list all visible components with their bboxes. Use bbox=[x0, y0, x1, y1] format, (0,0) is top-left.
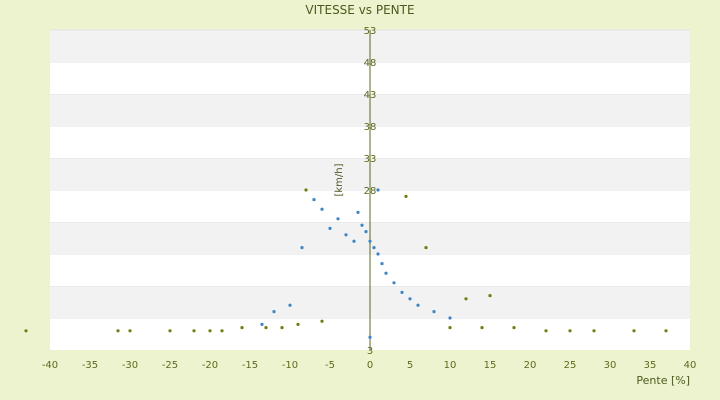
scatter-point bbox=[448, 326, 452, 330]
scatter-point bbox=[356, 210, 360, 214]
scatter-point bbox=[260, 322, 264, 326]
chart-title: VITESSE vs PENTE bbox=[305, 3, 415, 17]
x-tick-label: -35 bbox=[82, 360, 98, 371]
scatter-point bbox=[480, 326, 484, 330]
scatter-point bbox=[416, 303, 420, 307]
scatter-point bbox=[272, 310, 276, 314]
y-tick-label: 43 bbox=[364, 90, 377, 101]
scatter-point bbox=[408, 297, 412, 301]
scatter-point bbox=[328, 226, 332, 230]
scatter-point bbox=[300, 246, 304, 250]
x-tick-label: 5 bbox=[407, 360, 413, 371]
scatter-point bbox=[128, 329, 132, 333]
x-tick-label: -10 bbox=[282, 360, 298, 371]
x-axis-label: Pente [%] bbox=[636, 374, 690, 387]
scatter-point bbox=[320, 319, 324, 323]
scatter-point bbox=[376, 252, 380, 256]
x-tick-label: 15 bbox=[484, 360, 497, 371]
x-tick-label: -5 bbox=[325, 360, 335, 371]
scatter-point bbox=[404, 194, 408, 198]
scatter-point bbox=[264, 326, 268, 330]
scatter-point bbox=[368, 239, 372, 243]
scatter-point bbox=[280, 326, 284, 330]
scatter-point bbox=[384, 271, 388, 275]
scatter-point bbox=[208, 329, 212, 333]
scatter-point bbox=[632, 329, 636, 333]
scatter-point bbox=[544, 329, 548, 333]
scatter-point bbox=[116, 329, 120, 333]
y-tick-label: 48 bbox=[364, 58, 377, 69]
scatter-point bbox=[296, 322, 300, 326]
scatter-point bbox=[488, 294, 492, 298]
y-tick-label: 28 bbox=[364, 186, 377, 197]
scatter-point bbox=[664, 329, 668, 333]
x-tick-label: -25 bbox=[162, 360, 178, 371]
x-tick-label: 0 bbox=[367, 360, 373, 371]
x-tick-label: 25 bbox=[564, 360, 577, 371]
scatter-point bbox=[364, 230, 368, 234]
scatter-points bbox=[24, 188, 668, 339]
scatter-point bbox=[372, 246, 376, 250]
scatter-point bbox=[368, 335, 372, 339]
scatter-point bbox=[400, 290, 404, 294]
x-tick-label: 20 bbox=[524, 360, 537, 371]
scatter-point bbox=[392, 281, 396, 285]
x-tick-label: 30 bbox=[604, 360, 617, 371]
x-tick-label: 40 bbox=[684, 360, 697, 371]
scatter-point bbox=[360, 223, 364, 227]
scatter-point bbox=[320, 207, 324, 211]
scatter-point bbox=[240, 326, 244, 330]
x-tick-label: -20 bbox=[202, 360, 218, 371]
scatter-point bbox=[592, 329, 596, 333]
scatter-point bbox=[288, 303, 292, 307]
x-tick-label: 10 bbox=[444, 360, 457, 371]
scatter-point bbox=[448, 316, 452, 320]
scatter-point bbox=[380, 262, 384, 266]
y-axis-label: [km/h] bbox=[334, 163, 345, 196]
scatter-point bbox=[352, 239, 356, 243]
scatter-point bbox=[376, 188, 380, 192]
x-tick-label: -40 bbox=[42, 360, 58, 371]
scatter-point bbox=[424, 246, 428, 250]
scatter-point bbox=[336, 217, 340, 221]
x-tick-label: -30 bbox=[122, 360, 138, 371]
scatter-point bbox=[312, 198, 316, 202]
scatter-point bbox=[168, 329, 172, 333]
y-tick-label: 38 bbox=[364, 122, 377, 133]
scatter-point bbox=[344, 233, 348, 237]
y-tick-label: 33 bbox=[364, 154, 377, 165]
scatter-point bbox=[464, 297, 468, 301]
tick-labels: -40 -35 -30 -25 -20 -15 -10 -5 0 5 10 15 20 25 30 35 40 3… bbox=[42, 26, 697, 371]
scatter-point bbox=[432, 310, 436, 314]
scatter-point bbox=[24, 329, 28, 333]
scatter-point bbox=[192, 329, 196, 333]
y-tick-label: 53 bbox=[364, 26, 377, 37]
x-tick-label: 35 bbox=[644, 360, 657, 371]
scatter-point bbox=[512, 326, 516, 330]
scatter-point bbox=[220, 329, 224, 333]
scatter-point bbox=[304, 188, 308, 192]
y-tick-label: 3 bbox=[367, 346, 373, 357]
x-tick-label: -15 bbox=[242, 360, 258, 371]
scatter-point bbox=[568, 329, 572, 333]
